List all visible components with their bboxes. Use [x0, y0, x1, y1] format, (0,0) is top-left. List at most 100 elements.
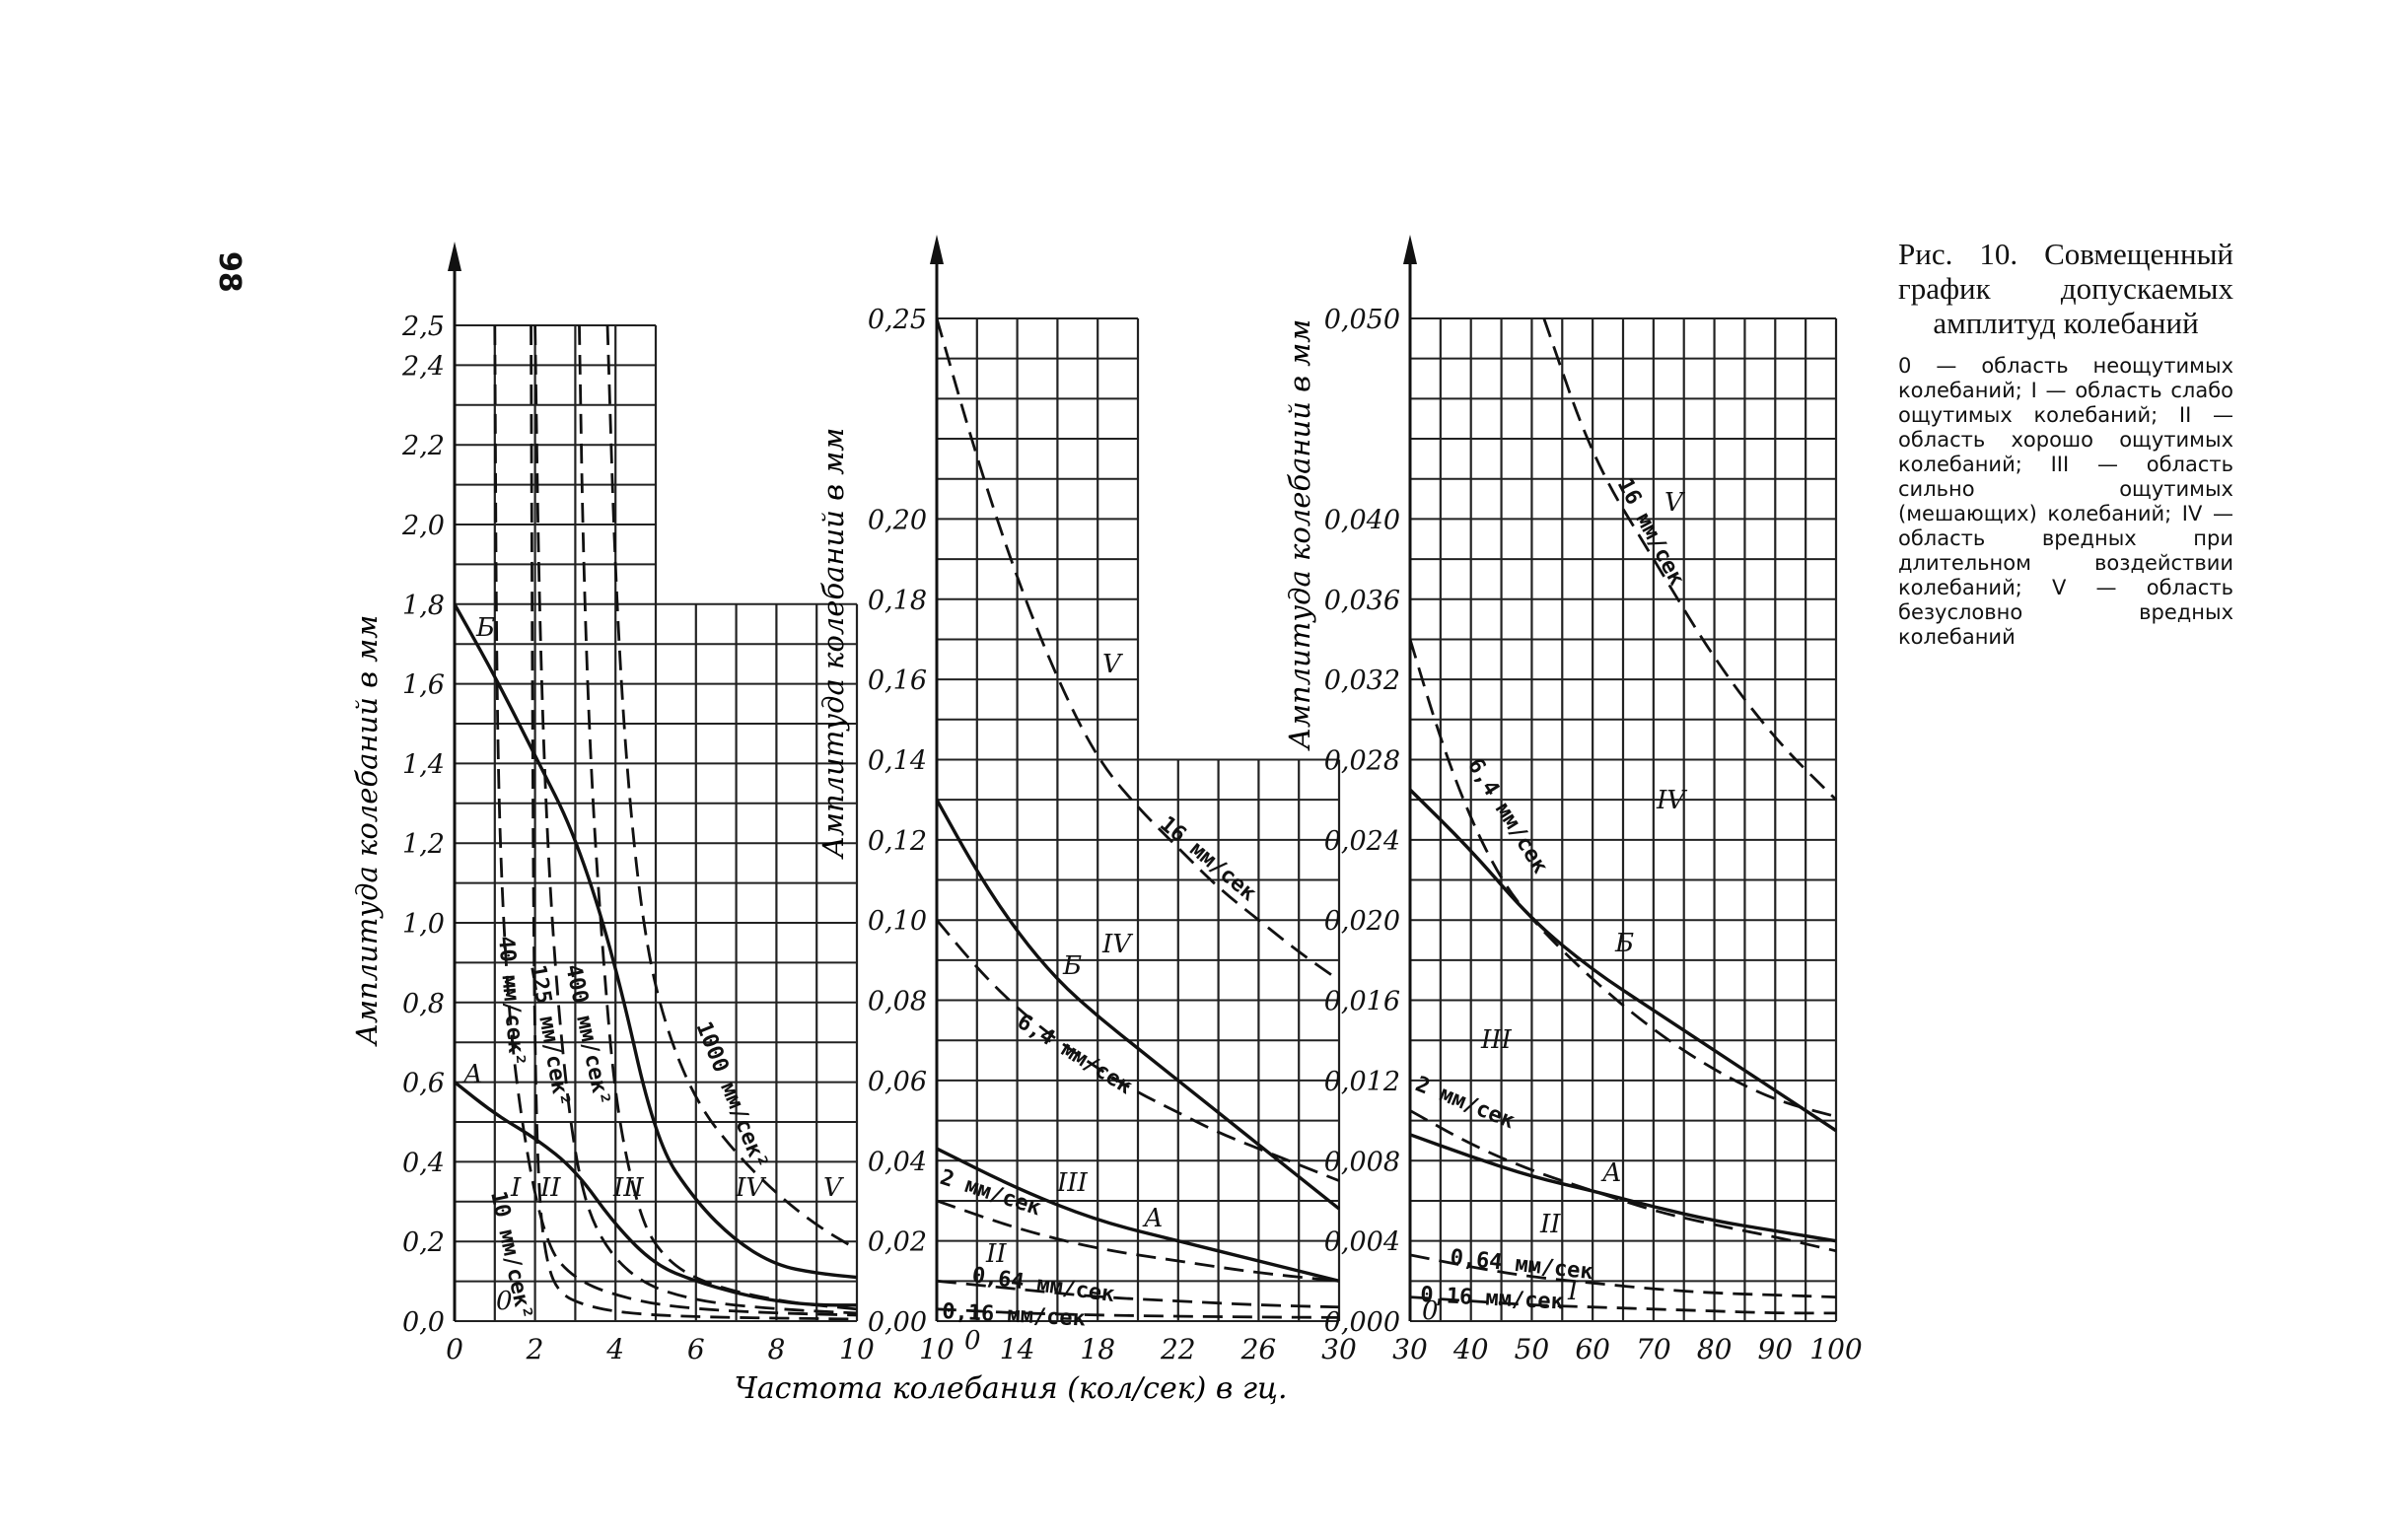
panel1-y-tick: 2,5 [401, 312, 445, 342]
panel1-x-tick: 10 [839, 1333, 875, 1365]
p2-region-5: V [1102, 650, 1123, 679]
panel-low-frequency: 0,0 0,2 0,4 0,6 0,8 1,0 1,2 1,4 1,6 1,8 2,0 2,2 2,4 2… [401, 242, 875, 1365]
panel2-series-0 [935, 317, 1340, 982]
panel2-y-tick: 0,18 [868, 586, 927, 616]
panel1-y-axis-arrow [448, 242, 461, 271]
panel3-x-tick: 70 [1636, 1333, 1671, 1365]
panel3-y-tick: 0,032 [1324, 665, 1400, 696]
p3-label-b: Б [1614, 929, 1634, 958]
p1-region-0: 0 [496, 1287, 513, 1316]
p2-label-a: А [1142, 1204, 1164, 1233]
p2-region-0: 0 [964, 1326, 981, 1356]
panel1-series-3 [493, 324, 858, 1317]
p2-region-2: II [985, 1239, 1007, 1269]
panel1-x-tick: 4 [605, 1333, 624, 1365]
panel3-y-tick: 0,020 [1324, 906, 1400, 937]
panel2-series-2 [935, 919, 1340, 1182]
panel3-x-tick: 30 [1392, 1333, 1428, 1365]
p3-curve-label-64: 6,4 мм/сек [1462, 754, 1552, 878]
p3-region-4: IV [1656, 786, 1687, 815]
panel2-x-tick: 18 [1080, 1333, 1115, 1365]
panel1-x-tick: 0 [446, 1333, 463, 1365]
panel2-y-tick: 0,20 [868, 505, 927, 535]
p2-region-4: IV [1101, 930, 1133, 959]
x-axis-title: Частота колебания (кол/сек) в гц. [735, 1371, 1288, 1406]
panel2-x-tick: 22 [1160, 1333, 1196, 1365]
p1-label-b: Б [475, 613, 495, 643]
panel3-series-6 [1409, 1295, 1836, 1315]
panel3-y-tick: 0,024 [1324, 826, 1400, 857]
panel2-y-tick: 0,04 [868, 1147, 927, 1177]
panel3-x-tick: 80 [1697, 1333, 1733, 1365]
panel3-series-0 [1542, 317, 1837, 802]
panel3-series-2 [1408, 788, 1837, 1133]
p1-region-4: IV [735, 1173, 766, 1203]
panel1-series-0 [453, 602, 858, 1280]
panel1-x-tick: 6 [687, 1333, 705, 1365]
panel2-y-tick: 0,25 [868, 305, 927, 335]
panel1-series-2 [530, 324, 858, 1321]
figure-caption: Рис. 10. Совмещенный график допускаемых … [1898, 237, 2233, 650]
panel3-y-tick: 0,040 [1324, 505, 1400, 535]
panel3-x-tick: 60 [1575, 1333, 1610, 1365]
panel2-series-1 [935, 799, 1341, 1211]
panel3-y-tick: 0,050 [1324, 305, 1400, 335]
p2-curve-label-64: 6,4 мм/сек [1013, 1010, 1137, 1099]
panel1-x-tick: 8 [767, 1333, 785, 1365]
p3-region-5: V [1664, 488, 1685, 518]
panel2-y-tick: 0,10 [868, 906, 927, 937]
panel1-series-1 [453, 1081, 857, 1307]
p2-curve-label-064: 0,64 мм/сек [970, 1263, 1116, 1307]
p3-region-0: 0 [1422, 1296, 1439, 1326]
panel2-series-5 [936, 1279, 1340, 1309]
panel1-series-6 [605, 324, 858, 1251]
panel3-series-5 [1409, 1253, 1837, 1298]
panel2-x-tick: 14 [1000, 1333, 1035, 1365]
panel3-series-1 [1408, 639, 1837, 1118]
panel1-y-tick: 0,6 [402, 1069, 445, 1099]
panel2-x-tick: 26 [1240, 1333, 1277, 1365]
panel2-y-tick: 0,08 [868, 987, 927, 1017]
panel2-y-tick: 0,16 [868, 665, 927, 696]
p2-curve-label-016: 0,16 мм/сек [942, 1299, 1087, 1332]
panel1-y-tick: 1,0 [402, 909, 445, 940]
panel2-series-6 [936, 1307, 1340, 1319]
panel2-y-tick: 0,14 [868, 745, 927, 776]
panel3-y-tick: 0,008 [1324, 1147, 1400, 1177]
panel3-y-tick: 0,012 [1324, 1067, 1400, 1097]
panel3-y-tick: 0,036 [1324, 586, 1400, 616]
panel1-y-tick: 1,4 [402, 749, 445, 780]
p2-region-3: III [1056, 1168, 1089, 1198]
panel2-x-tick: 30 [1321, 1333, 1357, 1365]
panel3-x-tick: 50 [1515, 1333, 1550, 1365]
panel1-y-tick: 1,6 [402, 670, 445, 701]
p3-label-a: А [1600, 1158, 1622, 1188]
panel3-y-tick: 0,016 [1324, 987, 1400, 1017]
p1-region-2: II [539, 1173, 561, 1203]
panel3-y-tick: 0,028 [1324, 745, 1400, 776]
panel2-series-3 [936, 1147, 1340, 1283]
panel2-y-axis-arrow [930, 235, 944, 264]
panel1-y-tick: 2,0 [401, 511, 445, 541]
panel3-x-tick: 40 [1452, 1333, 1489, 1365]
panel1-y-tick: 0,2 [402, 1227, 445, 1258]
p1-region-1: I [510, 1173, 522, 1203]
panel1-y-tick: 2,2 [401, 431, 445, 461]
panel1-y-tick: 2,4 [401, 351, 445, 382]
panel3-y-tick: 0,000 [1324, 1307, 1400, 1338]
p1-curve-label-40: 40 мм/сек² [493, 935, 529, 1067]
panel1-y-tick: 0,4 [402, 1148, 445, 1178]
panel1-y-tick: 0,8 [402, 989, 445, 1019]
panel2-y-tick: 0,12 [868, 826, 927, 857]
panel3-x-tick: 100 [1809, 1333, 1862, 1365]
p1-region-3: III [612, 1173, 645, 1203]
p3-region-3: III [1480, 1025, 1513, 1055]
p1-region-5: V [823, 1173, 844, 1203]
panel2-series-4 [936, 1199, 1340, 1283]
p1-label-a: А [461, 1060, 483, 1089]
caption-title: Рис. 10. Совмещенный график допускаемых … [1898, 237, 2233, 340]
panel1-series-5 [578, 324, 858, 1311]
panel-high-frequency: 0,000 0,004 0,008 0,012 0,016 0,020 0,024 0,028… [1324, 235, 1863, 1365]
p3-region-1: I [1567, 1277, 1579, 1306]
